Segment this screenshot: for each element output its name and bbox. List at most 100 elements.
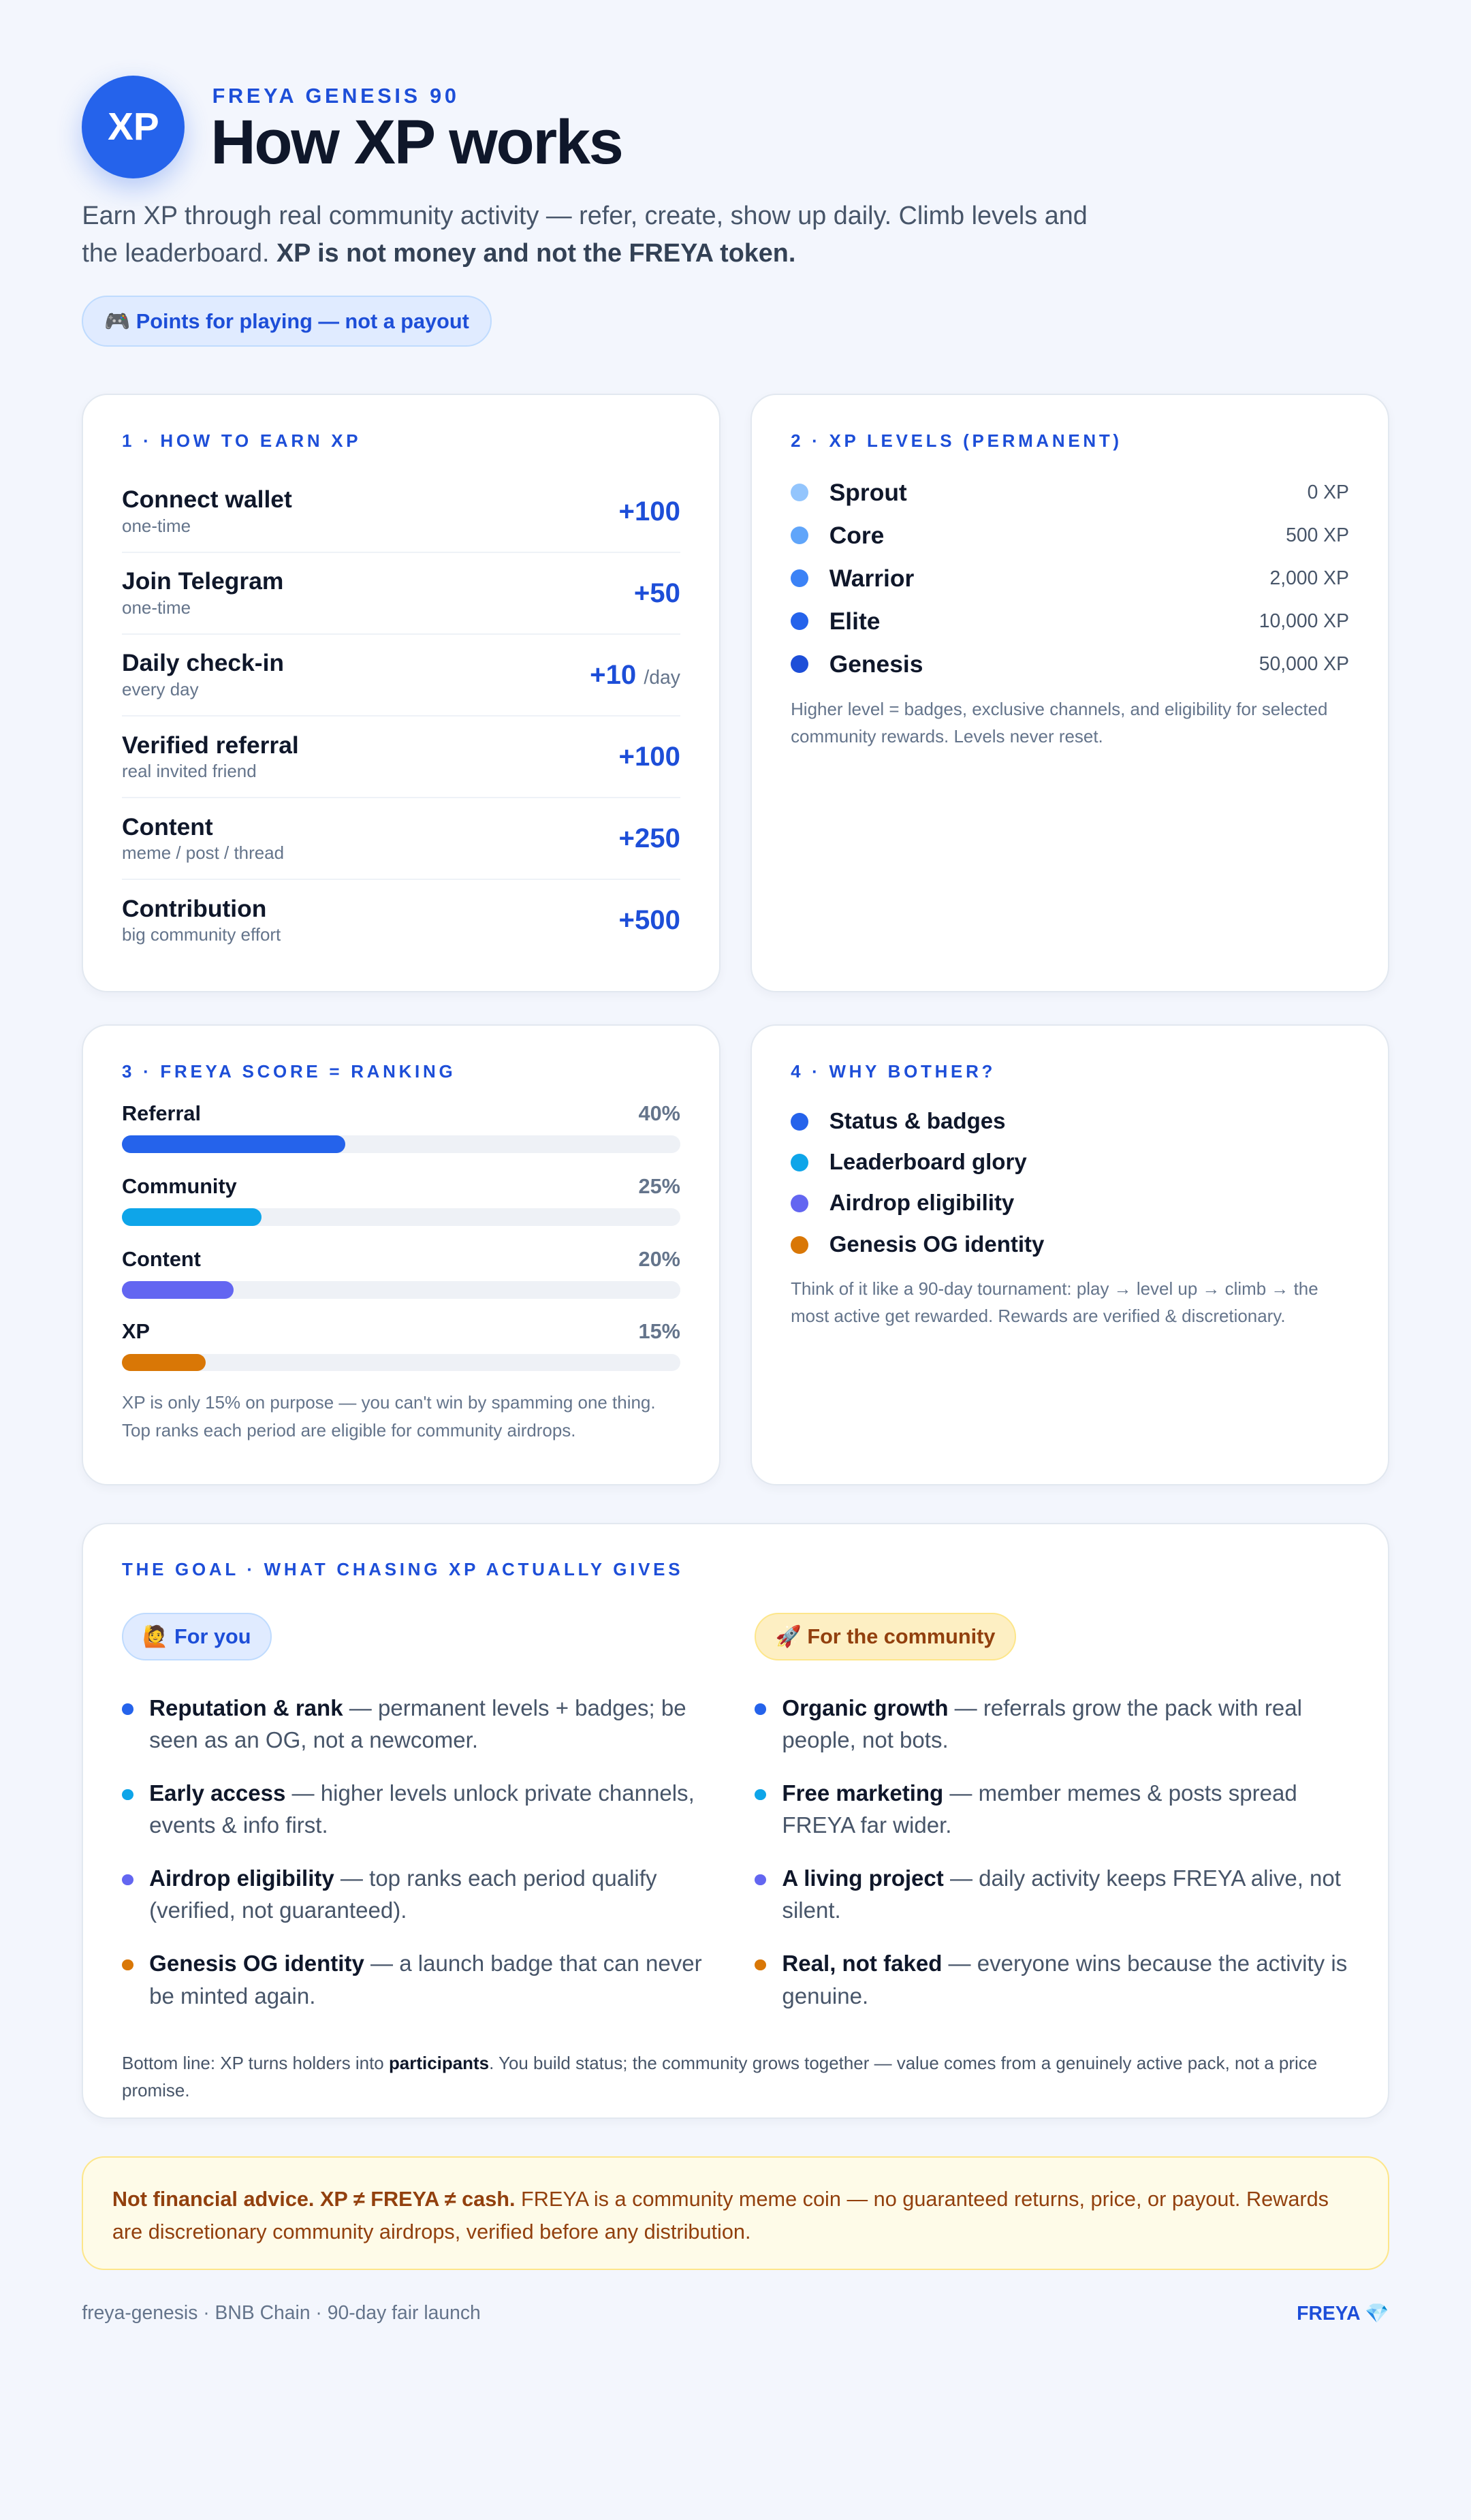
- goal-dot: [755, 1703, 766, 1715]
- earn-label: Connect wallet one-time: [122, 486, 292, 536]
- level-xp: 0 XP: [1307, 481, 1349, 503]
- earn-note: every day: [122, 678, 199, 699]
- score-bar: [122, 1208, 262, 1226]
- xp-value: +100: [618, 740, 680, 772]
- goal-text: Organic growth — referrals grow the pack…: [782, 1692, 1349, 1757]
- score-card: 3 · FREYA SCORE = RANKING Referral 40% Comm…: [82, 1024, 721, 1486]
- earn-note: meme / post / thread: [122, 842, 285, 863]
- logo-badge: XP: [82, 75, 185, 179]
- score-item: XP 15%: [122, 1319, 680, 1372]
- earn-xp: +50: [634, 578, 680, 609]
- goal-desc: — daily activity keeps FREYA alive, not …: [782, 1866, 1341, 1924]
- goal-desc: — member memes & posts spread FREYA far …: [782, 1781, 1297, 1839]
- section-heading: 1 · HOW TO EARN XP: [122, 430, 362, 452]
- earn-xp: +500: [619, 904, 680, 936]
- section-heading: 2 · XP LEVELS (PERMANENT): [791, 430, 1122, 452]
- section-heading: 4 · WHY BOTHER?: [791, 1060, 996, 1082]
- score-label: 25%: [638, 1174, 680, 1198]
- earn-name: Content: [122, 813, 213, 840]
- score-note: XP is only 15% on purpose — you can't wi…: [122, 1392, 656, 1440]
- level-dot: [791, 655, 809, 674]
- earn-row: Content meme / post / thread +250: [122, 798, 680, 880]
- goal-text: Early access — higher levels unlock priv…: [149, 1778, 716, 1842]
- goal-dot: [122, 1874, 133, 1886]
- earn-xp: +250: [619, 823, 680, 854]
- why-row: Status & badges: [791, 1101, 1349, 1142]
- level-xp: 50,000 XP: [1259, 652, 1349, 675]
- bottom-text: participants: [388, 2053, 490, 2074]
- level-row: Core 500 XP: [791, 514, 1349, 557]
- goal-bold: Reputation & rank: [149, 1695, 343, 1721]
- page-title: How XP works: [210, 106, 624, 177]
- goal-text: Airdrop eligibility — top ranks each per…: [149, 1863, 716, 1927]
- level-row: Warrior 2,000 XP: [791, 557, 1349, 600]
- why-note: Think of it like a 90-day tournament: pl…: [791, 1278, 1318, 1326]
- score-name: XP: [122, 1319, 150, 1344]
- why-dot: [791, 1113, 809, 1131]
- earn-row: Contribution big community effort +500: [122, 880, 680, 960]
- xp-value: +100: [618, 495, 680, 526]
- why-text: Status & badges: [829, 1109, 1006, 1135]
- level-name: Core: [829, 521, 885, 549]
- goal-column: 🙋 For you Reputation & rank — permanent l…: [122, 1600, 716, 2034]
- score-track: [122, 1353, 680, 1372]
- earn-label: Content meme / post / thread: [122, 813, 284, 864]
- level-name: Warrior: [829, 564, 915, 592]
- goal-bold: A living project: [782, 1866, 944, 1892]
- intro: Earn XP through real community activity …: [82, 198, 1126, 272]
- disclaimer-bold: Not financial advice. XP ≠ FREYA ≠ cash.: [112, 2187, 516, 2211]
- level-dot: [791, 612, 809, 631]
- earn-note: big community effort: [122, 924, 281, 945]
- why-row: Genesis OG identity: [791, 1225, 1349, 1265]
- footer-right: FREYA 💎: [1297, 2303, 1389, 2325]
- disclaimer-text: FREYA is a community meme coin — no guar…: [112, 2187, 1329, 2243]
- goal-desc: — top ranks each period qualify (verifie…: [149, 1866, 657, 1924]
- goal-bold: Organic growth: [782, 1695, 949, 1721]
- disclaimer: Not financial advice. XP ≠ FREYA ≠ cash.…: [82, 2156, 1389, 2271]
- score-label: 40%: [638, 1101, 680, 1125]
- level-name: Genesis: [829, 650, 923, 678]
- goal-dot: [755, 1789, 766, 1801]
- xp-value: +250: [618, 822, 680, 853]
- level-name: Sprout: [829, 478, 907, 506]
- intro-bold: XP is not money and not the FREYA token.: [276, 238, 796, 268]
- why-row: Airdrop eligibility: [791, 1183, 1349, 1224]
- level-dot: [791, 569, 809, 588]
- why-text: Genesis OG identity: [829, 1231, 1045, 1257]
- earn-note: one-time: [122, 597, 191, 618]
- bottom-text: Bottom line: XP turns holders into: [122, 2053, 389, 2074]
- pill: 🎮 Points for playing — not a payout: [82, 296, 492, 347]
- goal-dot: [122, 1703, 133, 1715]
- score-name: Content: [122, 1246, 201, 1271]
- level-row: Sprout 0 XP: [791, 471, 1349, 514]
- level-dot: [791, 484, 809, 502]
- goal-text: Genesis OG identity — a launch badge tha…: [149, 1948, 716, 2012]
- goal-dot: [755, 1874, 766, 1886]
- level-xp: 10,000 XP: [1259, 610, 1349, 632]
- goal-tag: 🙋 For you: [122, 1612, 272, 1660]
- xp-value: +50: [633, 577, 680, 608]
- goal-tag: 🚀 For the community: [755, 1612, 1016, 1660]
- xp-value: +500: [618, 904, 680, 935]
- xp-value: +10: [590, 659, 637, 690]
- earn-name: Daily check-in: [122, 649, 285, 677]
- bottom-text: . You build status; the community grows …: [122, 2053, 1318, 2101]
- score-header: XP 15%: [122, 1319, 680, 1344]
- why-text: Airdrop eligibility: [829, 1191, 1015, 1216]
- score-label: 20%: [638, 1246, 680, 1271]
- earn-label: Verified referral real invited friend: [122, 731, 299, 782]
- goal-item: Free marketing — member memes & posts sp…: [755, 1778, 1349, 1842]
- earn-name: Verified referral: [122, 731, 299, 759]
- bottom-line: Bottom line: XP turns holders into parti…: [122, 2049, 1349, 2104]
- score-track: [122, 1135, 680, 1154]
- goal-bold: Free marketing: [782, 1781, 944, 1807]
- score-item: Referral 40%: [122, 1101, 680, 1154]
- earn-label: Contribution big community effort: [122, 895, 281, 945]
- score-header: Community 25%: [122, 1174, 680, 1199]
- earn-note: real invited friend: [122, 760, 257, 781]
- goal-bold: Genesis OG identity: [149, 1951, 364, 1977]
- earn-name: Connect wallet: [122, 486, 292, 514]
- score-bar: [122, 1353, 206, 1372]
- section-heading: THE GOAL · WHAT CHASING XP ACTUALLY GIVE…: [122, 1559, 684, 1580]
- why-dot: [791, 1154, 809, 1172]
